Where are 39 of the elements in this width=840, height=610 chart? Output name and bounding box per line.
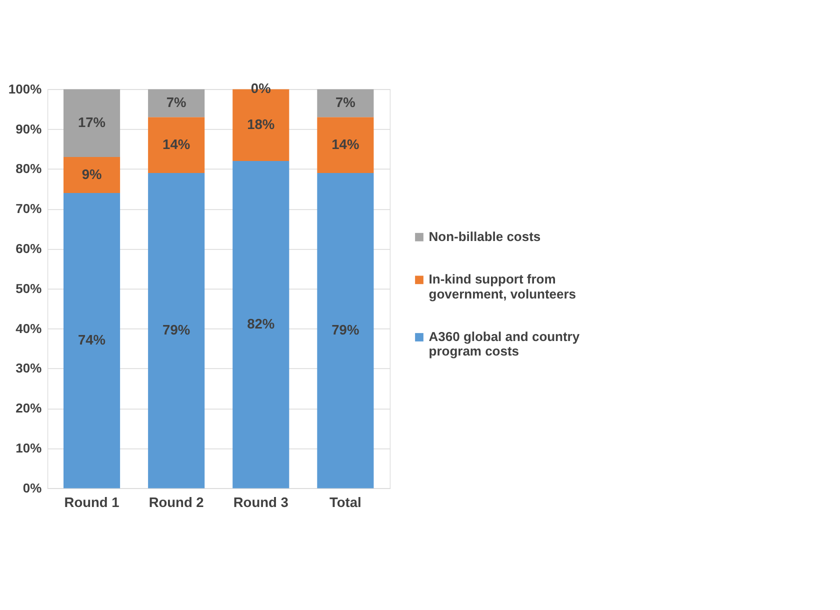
data-label: 9%	[82, 166, 102, 182]
y-tick-label: 50%	[16, 280, 42, 296]
bar	[148, 173, 205, 488]
data-label: 14%	[162, 136, 190, 152]
data-label: 74%	[78, 332, 106, 348]
x-tick-label: Round 3	[233, 494, 289, 510]
y-tick-label: 30%	[16, 360, 42, 376]
y-tick-label: 90%	[16, 121, 42, 136]
bar	[63, 157, 120, 193]
legend-label: In-kind support from government, volunteers	[428, 272, 576, 302]
y-tick-label: 20%	[16, 400, 42, 416]
legend-label: Non-billable costs	[428, 228, 541, 244]
y-tick-label: 10%	[16, 440, 42, 456]
x-tick-label: Round 1	[64, 494, 120, 510]
bar	[317, 89, 374, 118]
y-tick-label: 40%	[16, 320, 42, 336]
data-label: 17%	[78, 114, 106, 130]
legend-label: A360 global and country program costs	[428, 329, 580, 359]
bar	[63, 89, 120, 158]
bar	[148, 117, 205, 174]
bar	[317, 117, 374, 174]
y-tick-label: 70%	[16, 201, 42, 216]
x-tick-label: Round 2	[148, 494, 204, 510]
data-label: 79%	[162, 322, 190, 338]
data-label: 79%	[332, 322, 360, 338]
y-tick-label: 100%	[8, 81, 42, 96]
bar	[63, 192, 120, 488]
y-tick-label: 60%	[16, 241, 42, 256]
data-label: 7%	[335, 95, 356, 110]
data-label: 82%	[247, 316, 275, 332]
y-tick-label: 0%	[22, 480, 42, 496]
data-label: 14%	[332, 136, 360, 152]
data-label: 7%	[166, 95, 186, 110]
bar	[232, 161, 290, 488]
x-tick-label: Total	[330, 494, 362, 510]
y-tick-label: 80%	[16, 161, 42, 176]
bar	[317, 173, 374, 488]
data-label: 18%	[247, 116, 275, 132]
bar	[148, 89, 205, 118]
